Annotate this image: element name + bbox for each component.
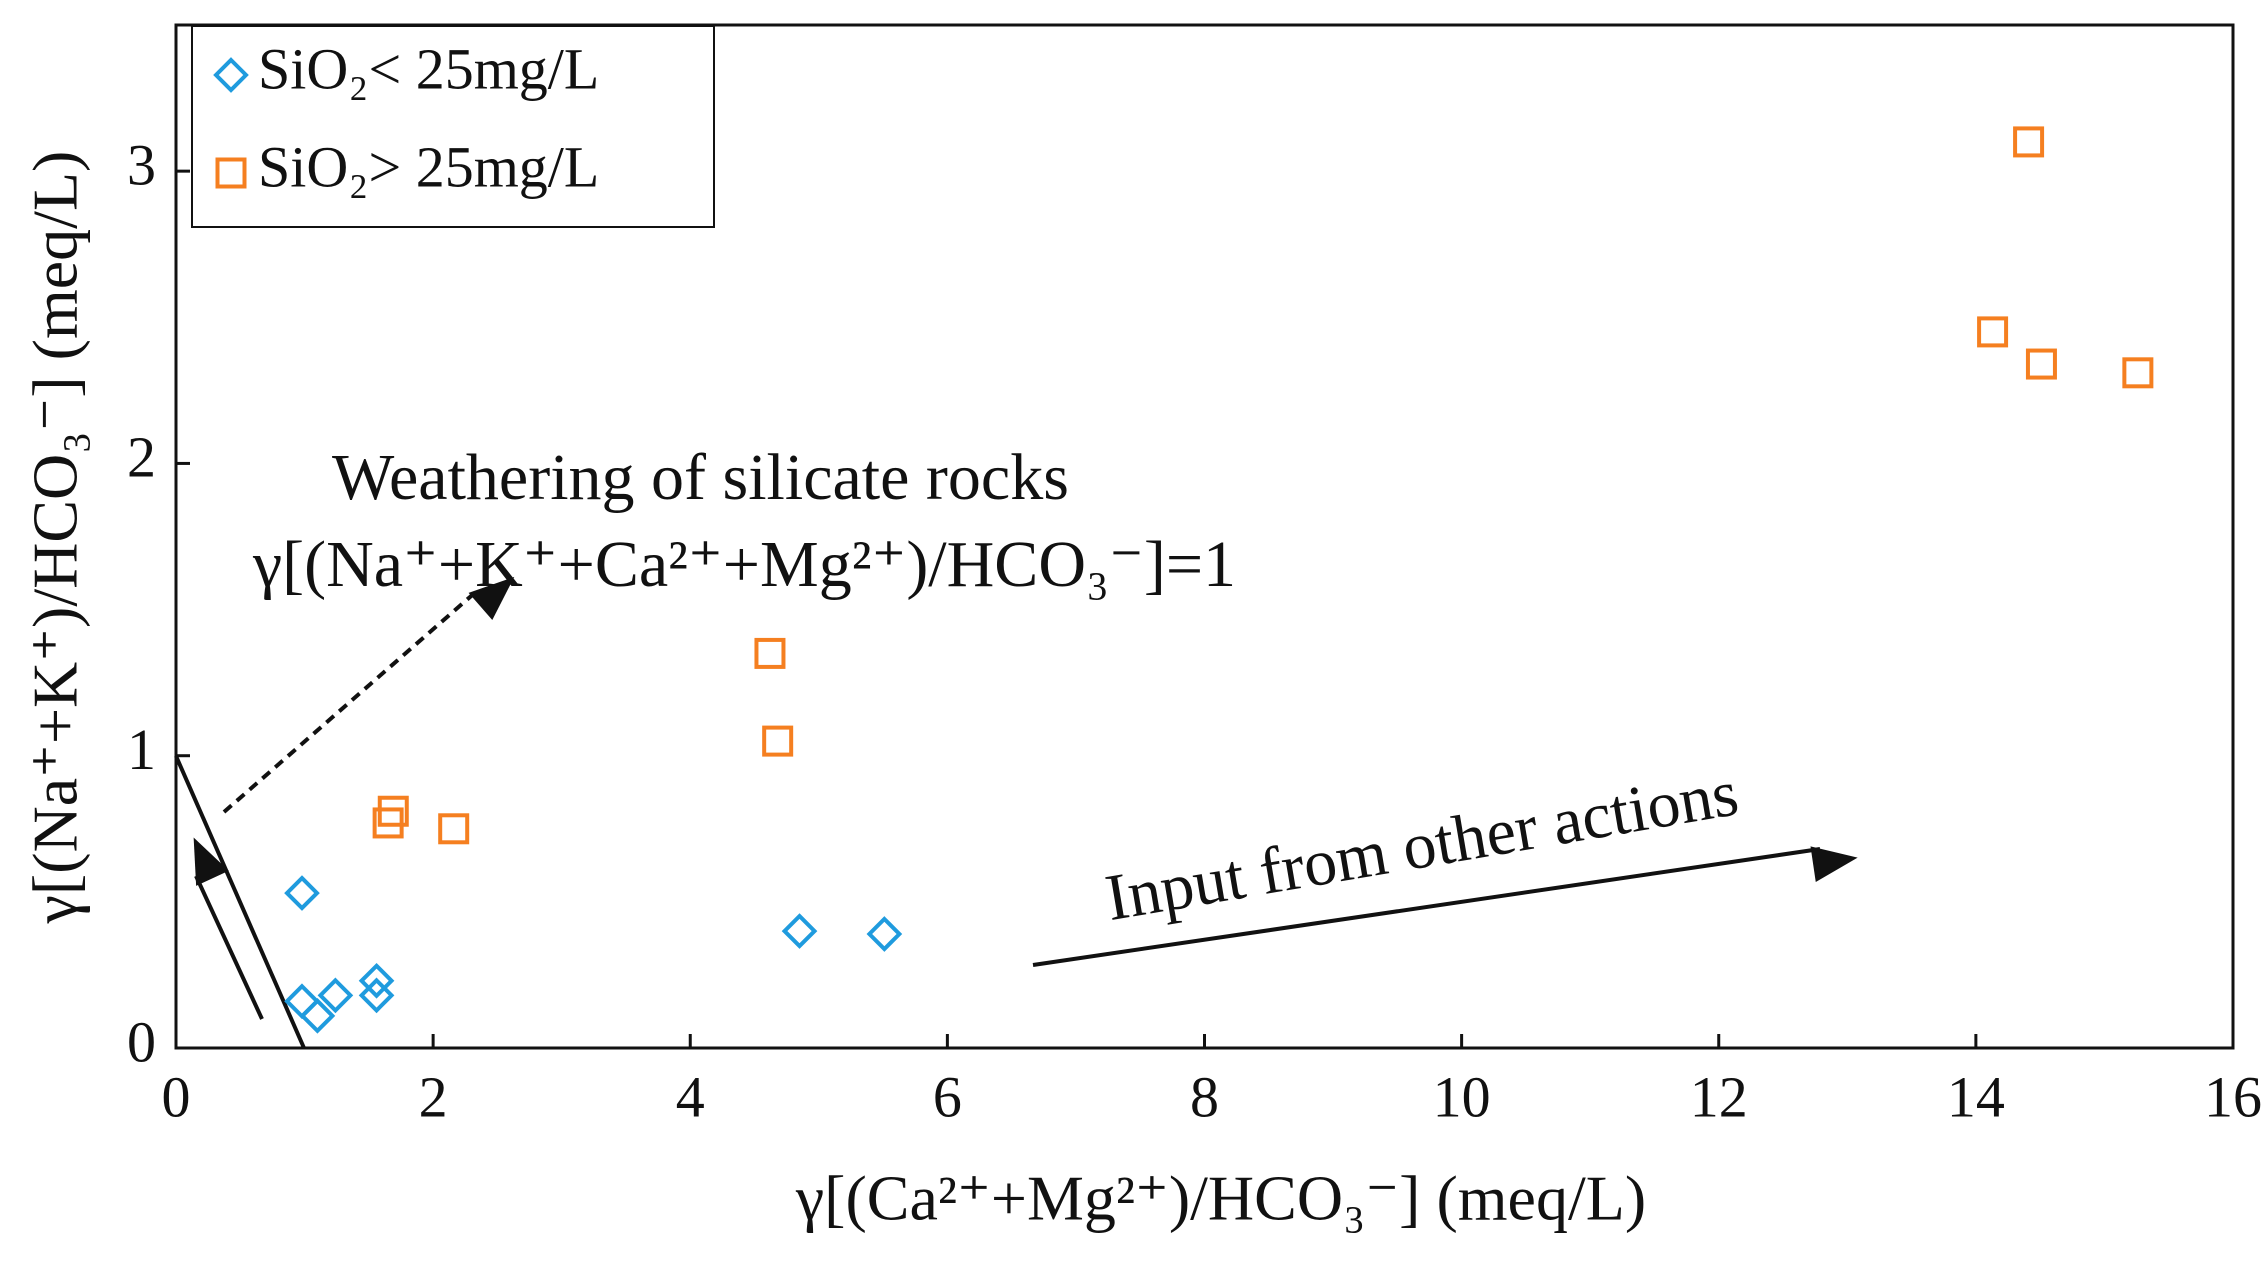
x-tick-label: 4 (676, 1064, 705, 1129)
y-tick-label: 2 (127, 425, 156, 490)
x-tick-label: 12 (1690, 1064, 1748, 1129)
reference-line (174, 755, 306, 1049)
dashed-arrow (222, 576, 515, 814)
x-tick-label: 14 (1947, 1064, 2005, 1129)
diamond-marker (866, 916, 903, 952)
square-marker (1977, 316, 2009, 348)
square-marker (2025, 348, 2057, 380)
diamond-marker (358, 962, 395, 999)
diamond-marker (781, 913, 818, 949)
diamond-marker (317, 977, 354, 1014)
annotation: Weathering of silicate rocks (332, 441, 1069, 514)
y-axis-label: γ[(Na⁺+K⁺)/HCO₃⁻] (meq/L) (20, 151, 91, 925)
diamond-marker (358, 977, 395, 1014)
x-tick-label: 6 (933, 1064, 962, 1129)
square-marker (762, 725, 794, 757)
square-marker (2013, 126, 2045, 158)
x-tick-label: 16 (2204, 1064, 2262, 1129)
y-tick-label: 0 (127, 1009, 156, 1074)
legend: SiO₂< 25mg/L SiO₂> 25mg/L (191, 25, 715, 228)
x-tick-label: 10 (1433, 1064, 1491, 1129)
square-marker (215, 157, 247, 189)
arrow (1032, 846, 1858, 967)
annotation: γ[(Na⁺+K⁺+Ca²⁺+Mg²⁺)/HCO₃⁻]=1 (252, 528, 1236, 601)
diamond-marker (299, 998, 336, 1034)
square-marker (754, 637, 786, 669)
legend-box (191, 25, 715, 228)
arrow (193, 837, 264, 1020)
square-marker (372, 807, 404, 839)
diamond-marker (284, 983, 320, 1020)
y-tick-label: 1 (127, 717, 156, 782)
legend-label: SiO₂< 25mg/L (258, 36, 599, 101)
square-marker (438, 813, 470, 845)
y-tick-label: 3 (127, 132, 156, 197)
x-axis-label: γ[(Ca²⁺+Mg²⁺)/HCO₃⁻] (meq/L) (795, 1163, 1646, 1234)
points (284, 126, 2154, 1034)
legend-label: SiO₂> 25mg/L (258, 134, 599, 199)
square-marker (2122, 357, 2154, 389)
diamond-marker (284, 875, 320, 911)
x-tick-label: 8 (1190, 1064, 1219, 1129)
diamond-marker (213, 57, 249, 93)
x-tick-label: 2 (419, 1064, 448, 1129)
x-tick-label: 0 (162, 1064, 191, 1129)
